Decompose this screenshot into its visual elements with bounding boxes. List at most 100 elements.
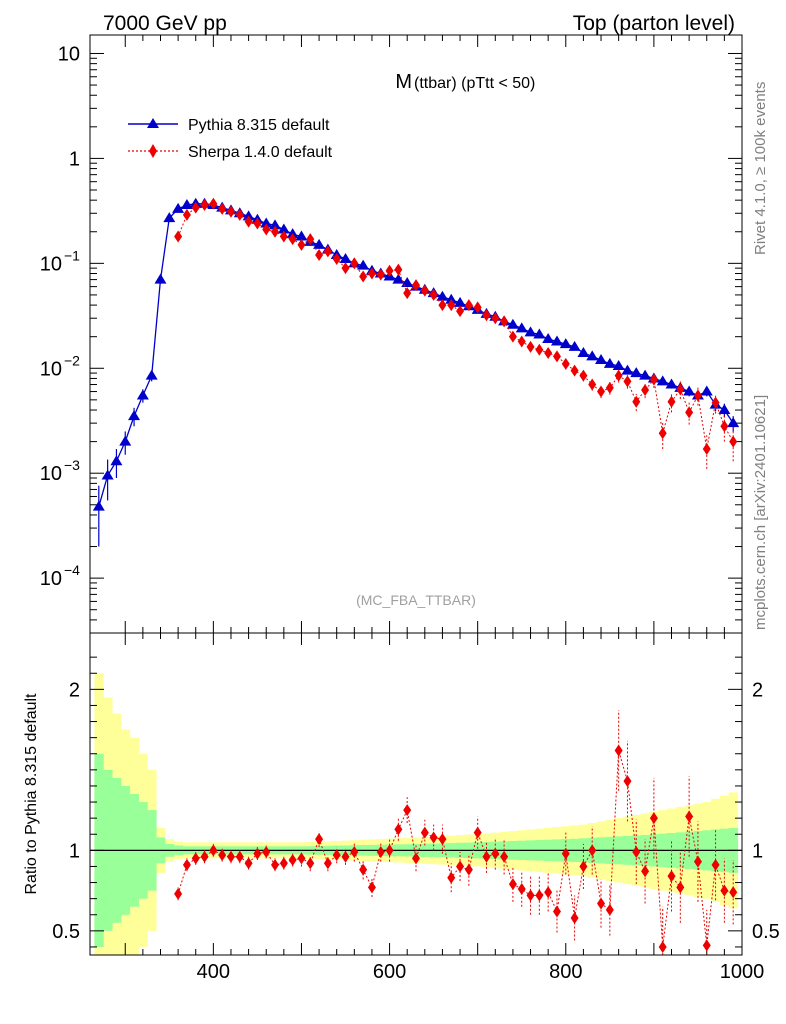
sherpa-point — [658, 427, 667, 440]
ratio-point — [244, 857, 253, 870]
sherpa-point — [711, 396, 720, 409]
pythia-point — [559, 338, 572, 349]
ratio-point — [253, 847, 262, 860]
ratio-point — [191, 852, 200, 865]
y-tick-label: 10 — [40, 463, 62, 485]
ratio-point — [385, 844, 394, 857]
sherpa-point — [561, 357, 570, 370]
ratio-plot-panel: 2 2 1 1 0.5 0.5 400 600 800 1000 Ratio to Pythia … — [23, 632, 780, 983]
ratio-point — [306, 857, 315, 870]
sherpa-point — [235, 208, 244, 221]
y-tick-label: 1 — [69, 148, 80, 170]
sherpa-point — [209, 197, 218, 210]
pythia-point — [277, 223, 290, 234]
header-left-label: 7000 GeV pp — [103, 12, 227, 35]
sherpa-point — [332, 252, 341, 265]
ratio-point — [544, 886, 553, 899]
ratio-point — [605, 903, 614, 916]
pythia-point — [286, 228, 299, 239]
ratio-point — [632, 845, 641, 858]
ratio-point — [473, 826, 482, 839]
ratio-point — [482, 850, 491, 863]
sherpa-point — [447, 299, 456, 312]
sherpa-point — [623, 375, 632, 388]
ratio-point — [552, 905, 561, 918]
sherpa-point — [253, 217, 262, 230]
pythia-point — [656, 375, 669, 386]
pythia-series-line — [98, 203, 734, 507]
pythia-point — [665, 378, 678, 389]
mcplots-label: mcplots.cern.ch [arXiv:2401.10621] — [752, 395, 769, 630]
pythia-point — [260, 217, 273, 228]
legend-pythia-marker — [147, 118, 159, 128]
ratio-point — [394, 823, 403, 836]
ratio-point — [711, 858, 720, 871]
ratio-point — [376, 845, 385, 858]
ratio-point — [658, 940, 667, 953]
sherpa-point — [279, 230, 288, 243]
sherpa-series-line — [177, 203, 734, 450]
ratio-point — [323, 857, 332, 870]
ratio-point — [271, 858, 280, 871]
ratio-y-tick-label: 2 — [69, 679, 80, 701]
pythia-point — [269, 219, 282, 230]
ratio-uncertainty-bands — [94, 673, 739, 955]
ratio-point — [508, 878, 517, 891]
ratio-point — [588, 844, 597, 857]
ratio-x-tick-label: 1000 — [720, 961, 765, 983]
sherpa-point — [720, 420, 729, 433]
ratio-point — [350, 845, 359, 858]
sherpa-point — [420, 284, 429, 297]
ratio-point — [438, 833, 447, 846]
ratio-plot-data — [174, 710, 738, 955]
ratio-point — [429, 831, 438, 844]
sherpa-point — [676, 383, 685, 396]
pythia-point — [136, 389, 149, 400]
ratio-point — [570, 911, 579, 924]
ratio-x-tick-label: 600 — [373, 961, 406, 983]
ratio-point — [226, 850, 235, 863]
ratio-y-tick-label-right: 2 — [752, 679, 763, 701]
sherpa-point — [367, 267, 376, 280]
legend-pythia-label: Pythia 8.315 default — [188, 117, 330, 134]
ratio-point — [209, 844, 218, 857]
sherpa-point — [218, 202, 227, 215]
pythia-point — [577, 346, 590, 357]
sherpa-point — [588, 378, 597, 391]
pythia-point — [128, 410, 141, 421]
ratio-point — [403, 804, 412, 817]
legend-sherpa-marker — [149, 144, 157, 158]
sherpa-point — [535, 343, 544, 356]
ratio-point — [412, 852, 420, 865]
sherpa-point — [394, 263, 403, 276]
sherpa-point — [552, 350, 561, 363]
ratio-point — [597, 897, 606, 910]
pythia-point — [550, 335, 563, 346]
pythia-point — [357, 259, 370, 270]
sherpa-point — [649, 373, 658, 386]
sherpa-point — [323, 245, 332, 258]
sherpa-point — [438, 299, 447, 312]
sherpa-point — [341, 262, 350, 275]
pythia-point — [568, 340, 581, 351]
pythia-point — [595, 353, 608, 364]
ratio-point — [614, 744, 623, 757]
pythia-point — [101, 469, 114, 480]
y-tick-label: 10 — [40, 253, 62, 275]
ratio-y-tick-label: 1 — [69, 840, 80, 862]
analysis-tag: (MC_FBA_TTBAR) — [356, 592, 476, 608]
ratio-point — [623, 775, 632, 788]
ratio-point — [720, 884, 729, 897]
ratio-point — [641, 865, 650, 878]
ratio-point — [464, 863, 473, 876]
legend-sherpa-label: Sherpa 1.4.0 default — [188, 144, 333, 161]
sherpa-point — [491, 312, 500, 325]
sherpa-point — [729, 435, 738, 448]
sherpa-point — [614, 369, 623, 382]
sherpa-point — [456, 305, 465, 318]
sherpa-point — [306, 233, 315, 246]
pythia-point — [119, 435, 132, 446]
pythia-point — [436, 290, 449, 301]
ratio-point — [359, 863, 368, 876]
pythia-point — [506, 318, 519, 329]
